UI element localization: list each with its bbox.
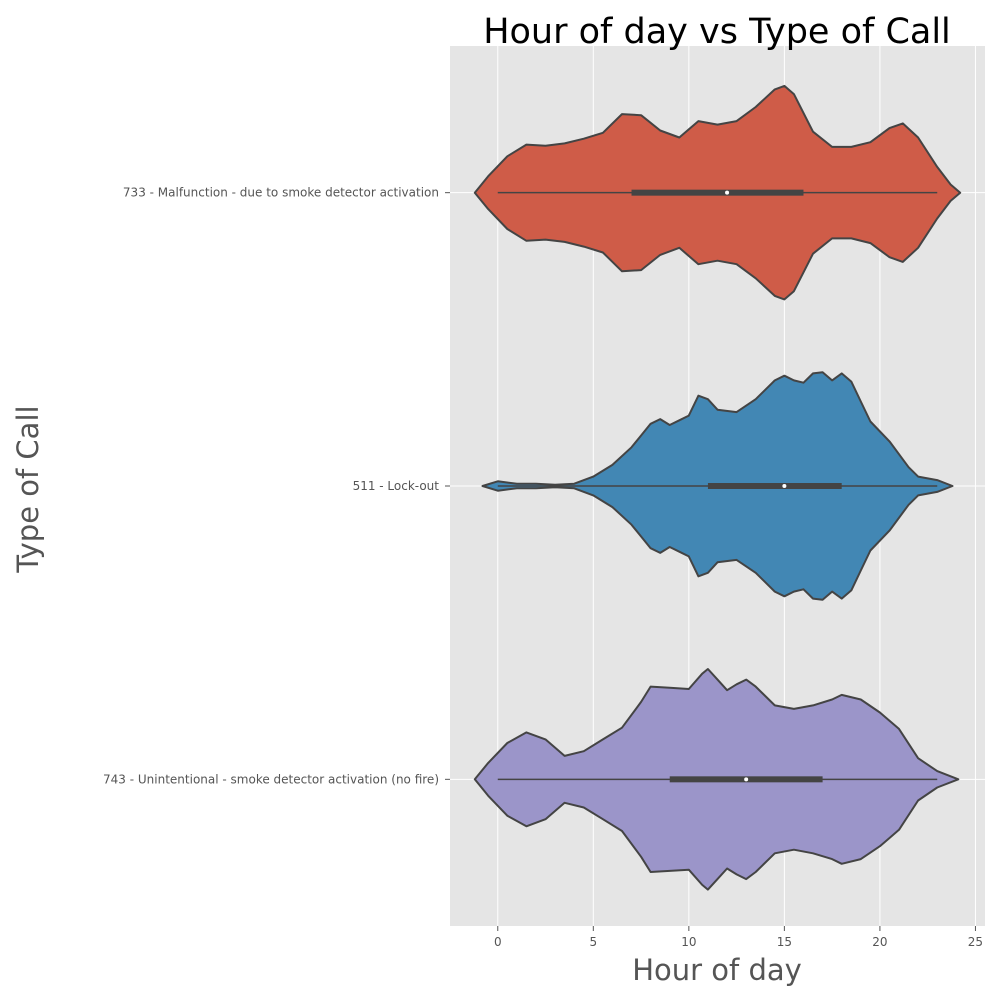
x-tick-label: 0 <box>494 935 502 949</box>
x-axis-label: Hour of day <box>632 953 802 987</box>
y-tick-label: 743 - Unintentional - smoke detector act… <box>103 772 439 786</box>
x-tick-label: 25 <box>968 935 983 949</box>
y-axis-ticks: 733 - Malfunction - due to smoke detecto… <box>103 186 450 786</box>
violins <box>473 84 962 891</box>
violin-median-point <box>744 777 749 782</box>
y-tick-label: 511 - Lock-out <box>353 479 440 493</box>
x-tick-label: 20 <box>872 935 887 949</box>
x-tick-label: 5 <box>589 935 597 949</box>
x-tick-label: 15 <box>777 935 792 949</box>
violin-median-point <box>782 484 787 488</box>
y-axis-label: Type of Call <box>11 405 45 573</box>
violin-iqr-box <box>631 189 804 196</box>
violin-iqr-box <box>707 483 842 489</box>
chart-title: Hour of day vs Type of Call <box>483 12 951 52</box>
x-axis-ticks: 0 5 10 15 20 25 <box>494 926 983 949</box>
x-tick-label: 10 <box>681 935 696 949</box>
y-tick-label: 733 - Malfunction - due to smoke detecto… <box>123 186 439 200</box>
violin-median-point <box>725 190 730 195</box>
